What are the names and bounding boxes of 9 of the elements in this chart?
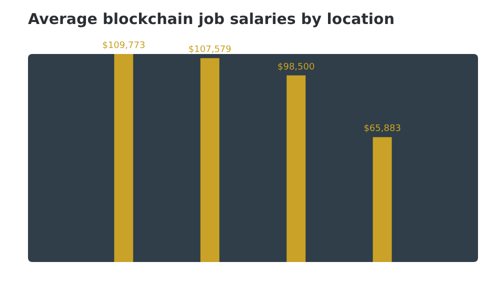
bar bbox=[286, 75, 306, 262]
data-label: $107,579 bbox=[188, 45, 232, 56]
chart-title: Average blockchain job salaries by location bbox=[28, 10, 395, 28]
bar bbox=[372, 137, 392, 262]
bar bbox=[114, 54, 134, 262]
data-label: $109,773 bbox=[102, 41, 146, 51]
data-label: $65,883 bbox=[364, 124, 401, 134]
data-label: $98,500 bbox=[277, 62, 315, 72]
bar bbox=[200, 58, 220, 262]
